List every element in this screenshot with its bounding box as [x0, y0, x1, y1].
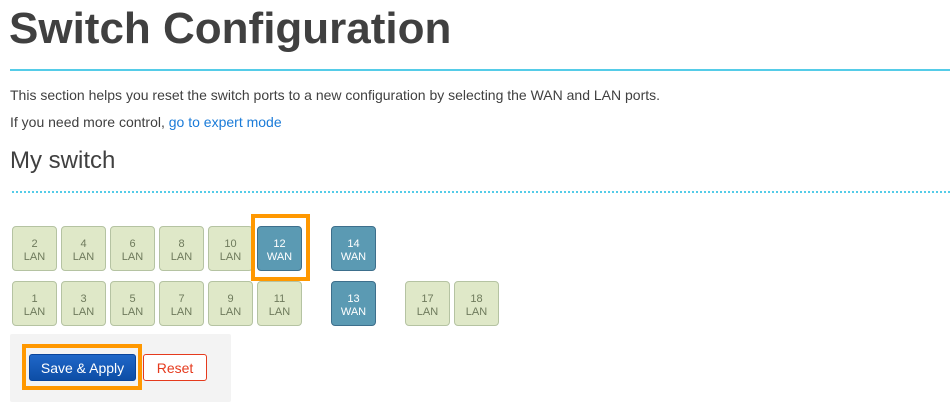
- port-type: LAN: [465, 306, 488, 318]
- section-divider: [12, 191, 950, 193]
- port-9[interactable]: 9 LAN: [208, 281, 253, 326]
- port-label: 6 LAN: [111, 227, 154, 264]
- port-17[interactable]: 17 LAN: [405, 281, 450, 326]
- expert-mode-line: If you need more control, go to expert m…: [10, 114, 282, 130]
- port-4[interactable]: 4 LAN: [61, 226, 106, 271]
- port-number: 17: [421, 293, 434, 305]
- port-number: 8: [178, 238, 185, 250]
- port-type: LAN: [121, 251, 144, 263]
- port-number: 1: [31, 293, 38, 305]
- reset-button[interactable]: Reset: [143, 354, 207, 381]
- port-2[interactable]: 2 LAN: [12, 226, 57, 271]
- port-type: LAN: [121, 306, 144, 318]
- port-label: 10 LAN: [209, 227, 252, 264]
- expert-mode-link[interactable]: go to expert mode: [168, 114, 282, 130]
- port-label: 5 LAN: [111, 282, 154, 319]
- port-label: 12 WAN: [258, 227, 301, 264]
- port-type: LAN: [23, 251, 46, 263]
- port-label: 8 LAN: [160, 227, 203, 264]
- port-1[interactable]: 1 LAN: [12, 281, 57, 326]
- port-7[interactable]: 7 LAN: [159, 281, 204, 326]
- port-8[interactable]: 8 LAN: [159, 226, 204, 271]
- port-5[interactable]: 5 LAN: [110, 281, 155, 326]
- port-number: 14: [347, 238, 360, 250]
- port-number: 4: [80, 238, 87, 250]
- page-title: Switch Configuration: [9, 4, 452, 53]
- port-type: LAN: [219, 251, 242, 263]
- port-type: WAN: [340, 251, 367, 263]
- save-apply-button[interactable]: Save & Apply: [29, 354, 136, 381]
- port-12[interactable]: 12 WAN: [257, 226, 302, 271]
- section-description: This section helps you reset the switch …: [10, 87, 661, 103]
- port-type: WAN: [266, 251, 293, 263]
- port-label: 9 LAN: [209, 282, 252, 319]
- port-label: 1 LAN: [13, 282, 56, 319]
- port-label: 3 LAN: [62, 282, 105, 319]
- port-type: LAN: [72, 251, 95, 263]
- port-14[interactable]: 14 WAN: [331, 226, 376, 271]
- port-13[interactable]: 13 WAN: [331, 281, 376, 326]
- port-number: 13: [347, 293, 360, 305]
- port-number: 2: [31, 238, 38, 250]
- port-label: 11 LAN: [258, 282, 301, 319]
- port-type: LAN: [416, 306, 439, 318]
- port-type: LAN: [170, 306, 193, 318]
- port-number: 9: [227, 293, 234, 305]
- port-label: 18 LAN: [455, 282, 498, 319]
- port-type: LAN: [268, 306, 291, 318]
- port-label: 4 LAN: [62, 227, 105, 264]
- port-type: LAN: [170, 251, 193, 263]
- port-label: 2 LAN: [13, 227, 56, 264]
- port-number: 3: [80, 293, 87, 305]
- save-highlight: [22, 344, 142, 390]
- expert-mode-prefix: If you need more control,: [10, 114, 169, 130]
- port-type: LAN: [72, 306, 95, 318]
- port-6[interactable]: 6 LAN: [110, 226, 155, 271]
- port-type: LAN: [219, 306, 242, 318]
- section-title: My switch: [10, 147, 116, 174]
- port-18[interactable]: 18 LAN: [454, 281, 499, 326]
- port-label: 7 LAN: [160, 282, 203, 319]
- title-divider: [10, 69, 950, 71]
- port-highlight: [251, 214, 310, 281]
- port-3[interactable]: 3 LAN: [61, 281, 106, 326]
- port-11[interactable]: 11 LAN: [257, 281, 302, 326]
- port-number: 12: [273, 238, 286, 250]
- port-type: LAN: [23, 306, 46, 318]
- port-number: 7: [178, 293, 185, 305]
- port-10[interactable]: 10 LAN: [208, 226, 253, 271]
- port-label: 14 WAN: [332, 227, 375, 264]
- port-number: 11: [273, 293, 286, 305]
- port-number: 5: [129, 293, 136, 305]
- port-number: 10: [224, 238, 237, 250]
- port-type: WAN: [340, 306, 367, 318]
- port-label: 17 LAN: [406, 282, 449, 319]
- port-number: 18: [470, 293, 483, 305]
- port-label: 13 WAN: [332, 282, 375, 319]
- port-number: 6: [129, 238, 136, 250]
